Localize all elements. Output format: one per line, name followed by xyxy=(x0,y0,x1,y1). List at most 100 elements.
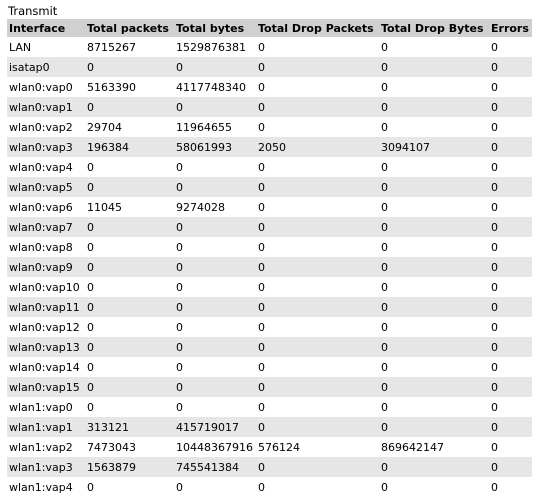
total-bytes-cell: 0 xyxy=(174,237,256,257)
interface-cell: wlan0:vap11 xyxy=(7,297,85,317)
drop-packets-cell: 0 xyxy=(256,477,379,497)
total-packets-cell: 0 xyxy=(85,397,174,417)
total-bytes-cell: 0 xyxy=(174,377,256,397)
transmit-stats-table: Interface Total packets Total bytes Tota… xyxy=(7,19,532,497)
errors-cell: 0 xyxy=(489,77,532,97)
interface-cell: wlan0:vap1 xyxy=(7,97,85,117)
table-header-row: Interface Total packets Total bytes Tota… xyxy=(7,19,532,37)
interface-cell: wlan0:vap5 xyxy=(7,177,85,197)
drop-packets-cell: 0 xyxy=(256,337,379,357)
total-bytes-cell: 0 xyxy=(174,217,256,237)
total-bytes-cell: 0 xyxy=(174,357,256,377)
table-row: wlan0:vap10 0 0 0 0 0 xyxy=(7,277,532,297)
drop-bytes-cell: 869642147 xyxy=(379,437,489,457)
table-row: wlan0:vap8 0 0 0 0 0 xyxy=(7,237,532,257)
drop-bytes-cell: 0 xyxy=(379,117,489,137)
total-packets-cell: 0 xyxy=(85,177,174,197)
interface-cell: wlan0:vap7 xyxy=(7,217,85,237)
drop-bytes-cell: 3094107 xyxy=(379,137,489,157)
interface-cell: wlan0:vap8 xyxy=(7,237,85,257)
total-packets-cell: 8715267 xyxy=(85,37,174,57)
drop-bytes-cell: 0 xyxy=(379,77,489,97)
total-bytes-cell: 1529876381 xyxy=(174,37,256,57)
drop-packets-cell: 0 xyxy=(256,257,379,277)
total-packets-cell: 0 xyxy=(85,157,174,177)
interface-cell: wlan1:vap0 xyxy=(7,397,85,417)
interface-cell: wlan0:vap9 xyxy=(7,257,85,277)
total-packets-cell: 0 xyxy=(85,377,174,397)
drop-packets-cell: 0 xyxy=(256,37,379,57)
drop-bytes-cell: 0 xyxy=(379,297,489,317)
interface-cell: wlan0:vap4 xyxy=(7,157,85,177)
total-bytes-cell: 0 xyxy=(174,97,256,117)
errors-cell: 0 xyxy=(489,237,532,257)
table-row: wlan0:vap1 0 0 0 0 0 xyxy=(7,97,532,117)
interface-cell: wlan0:vap0 xyxy=(7,77,85,97)
table-row: wlan0:vap3 196384 58061993 2050 3094107 0 xyxy=(7,137,532,157)
drop-bytes-cell: 0 xyxy=(379,277,489,297)
drop-bytes-cell: 0 xyxy=(379,97,489,117)
total-bytes-cell: 0 xyxy=(174,297,256,317)
total-bytes-cell: 9274028 xyxy=(174,197,256,217)
interface-cell: wlan1:vap1 xyxy=(7,417,85,437)
table-row: wlan0:vap4 0 0 0 0 0 xyxy=(7,157,532,177)
drop-bytes-cell: 0 xyxy=(379,257,489,277)
total-bytes-cell: 0 xyxy=(174,337,256,357)
table-row: wlan1:vap4 0 0 0 0 0 xyxy=(7,477,532,497)
table-row: wlan0:vap12 0 0 0 0 0 xyxy=(7,317,532,337)
drop-packets-cell: 0 xyxy=(256,237,379,257)
total-packets-cell: 0 xyxy=(85,277,174,297)
interface-cell: wlan0:vap2 xyxy=(7,117,85,137)
errors-cell: 0 xyxy=(489,337,532,357)
errors-cell: 0 xyxy=(489,37,532,57)
errors-cell: 0 xyxy=(489,297,532,317)
drop-bytes-cell: 0 xyxy=(379,57,489,77)
errors-cell: 0 xyxy=(489,437,532,457)
total-packets-cell: 29704 xyxy=(85,117,174,137)
table-row: wlan0:vap14 0 0 0 0 0 xyxy=(7,357,532,377)
drop-packets-cell: 0 xyxy=(256,297,379,317)
drop-bytes-cell: 0 xyxy=(379,477,489,497)
errors-cell: 0 xyxy=(489,377,532,397)
errors-cell: 0 xyxy=(489,137,532,157)
table-row: wlan1:vap0 0 0 0 0 0 xyxy=(7,397,532,417)
drop-packets-cell: 0 xyxy=(256,57,379,77)
total-bytes-cell: 0 xyxy=(174,277,256,297)
drop-bytes-cell: 0 xyxy=(379,317,489,337)
drop-bytes-cell: 0 xyxy=(379,357,489,377)
table-row: wlan0:vap0 5163390 4117748340 0 0 0 xyxy=(7,77,532,97)
total-bytes-cell: 415719017 xyxy=(174,417,256,437)
section-title: Transmit xyxy=(8,4,58,18)
drop-packets-cell: 0 xyxy=(256,77,379,97)
interface-cell: wlan1:vap3 xyxy=(7,457,85,477)
total-packets-cell: 0 xyxy=(85,477,174,497)
drop-bytes-cell: 0 xyxy=(379,337,489,357)
interface-cell: wlan0:vap13 xyxy=(7,337,85,357)
table-row: wlan0:vap11 0 0 0 0 0 xyxy=(7,297,532,317)
drop-bytes-cell: 0 xyxy=(379,417,489,437)
interface-cell: wlan1:vap4 xyxy=(7,477,85,497)
drop-bytes-cell: 0 xyxy=(379,37,489,57)
drop-bytes-cell: 0 xyxy=(379,177,489,197)
total-packets-cell: 11045 xyxy=(85,197,174,217)
interface-cell: wlan0:vap10 xyxy=(7,277,85,297)
drop-packets-cell: 0 xyxy=(256,417,379,437)
interface-cell: wlan0:vap15 xyxy=(7,377,85,397)
total-bytes-cell: 4117748340 xyxy=(174,77,256,97)
table-row: isatap0 0 0 0 0 0 xyxy=(7,57,532,77)
drop-packets-cell: 0 xyxy=(256,197,379,217)
errors-cell: 0 xyxy=(489,357,532,377)
drop-packets-cell: 576124 xyxy=(256,437,379,457)
total-packets-cell: 0 xyxy=(85,317,174,337)
total-bytes-cell: 0 xyxy=(174,397,256,417)
table-row: wlan1:vap1 313121 415719017 0 0 0 xyxy=(7,417,532,437)
errors-cell: 0 xyxy=(489,477,532,497)
header-total-bytes: Total bytes xyxy=(174,19,256,37)
interface-cell: LAN xyxy=(7,37,85,57)
interface-cell: wlan0:vap14 xyxy=(7,357,85,377)
interface-cell: wlan0:vap3 xyxy=(7,137,85,157)
interface-cell: wlan1:vap2 xyxy=(7,437,85,457)
table-row: wlan0:vap7 0 0 0 0 0 xyxy=(7,217,532,237)
total-packets-cell: 7473043 xyxy=(85,437,174,457)
errors-cell: 0 xyxy=(489,217,532,237)
